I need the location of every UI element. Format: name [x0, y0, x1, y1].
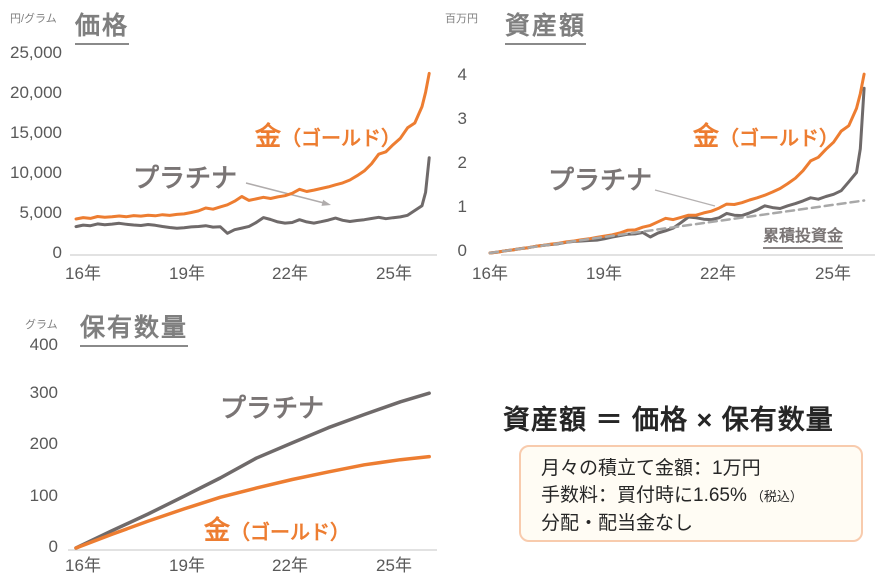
holdings-chart-title: 保有数量 — [80, 308, 189, 347]
y-tick-label: 10,000 — [10, 163, 62, 182]
conditions-box: 月々の積立て金額：1万円 手数料：買付時に1.65% （税込） 分配・配当金なし — [519, 445, 863, 542]
x-tick-label: 16年 — [65, 264, 101, 283]
y-tick-label: 1 — [457, 197, 467, 216]
y-tick-label: 4 — [457, 65, 467, 84]
platinum-pointer-line — [654, 189, 716, 207]
series-line-gold — [74, 71, 431, 221]
platinum-series-label: プラチナ — [220, 393, 325, 423]
gold-series-label: 金（ゴールド） — [204, 510, 350, 547]
series-line-gold — [74, 454, 431, 550]
platinum-series-label: プラチナ — [548, 165, 653, 195]
monthly-amount-note: 月々の積立て金額：1万円 — [541, 458, 761, 479]
y-tick-label: 0 — [48, 537, 58, 556]
gold-series-label-sub: （ゴールド） — [719, 128, 840, 150]
platinum-pointer-arrow — [245, 182, 331, 206]
price-chart: 円/グラム 価格 25,000 20,000 15,000 10,000 5,0… — [0, 0, 437, 285]
x-tick-label: 22年 — [272, 264, 308, 283]
x-tick-label: 22年 — [700, 264, 736, 283]
gold-series-label-main: 金 — [204, 515, 231, 545]
fee-note-tax-suffix: （税込） — [750, 489, 803, 504]
gold-series-label-sub: （ゴールド） — [281, 128, 402, 150]
series-line-platinum — [74, 391, 431, 550]
x-tick-label: 19年 — [169, 264, 205, 283]
x-tick-label: 16年 — [65, 556, 101, 575]
asset-unit-label: 百万円 — [445, 13, 478, 25]
y-tick-label: 15,000 — [10, 123, 62, 142]
gold-series-label-main: 金 — [255, 121, 282, 151]
price-unit-label: 円/グラム — [10, 13, 57, 25]
x-tick-label: 22年 — [272, 556, 308, 575]
asset-chart: 百万円 資産額 4 3 2 1 0 16年 19年 22年 25年 金（ゴールド… — [437, 0, 875, 285]
gold-series-label: 金（ゴールド） — [255, 116, 401, 153]
cumulative-investment-label: 累積投資金 — [763, 222, 844, 249]
series-line-platinum — [74, 156, 431, 235]
gold-series-label-sub: （ゴールド） — [230, 522, 351, 544]
x-tick-label: 19年 — [169, 556, 205, 575]
gold-series-label: 金（ゴールド） — [693, 116, 839, 153]
platinum-series-label: プラチナ — [133, 163, 238, 193]
y-tick-label: 0 — [52, 243, 62, 262]
asset-chart-plot — [488, 72, 875, 256]
y-tick-label: 0 — [457, 241, 467, 260]
asset-formula: 資産額 ＝ 価格 × 保有数量 — [503, 405, 834, 435]
x-tick-label: 25年 — [376, 264, 412, 283]
y-tick-label: 200 — [29, 434, 58, 453]
price-chart-title: 価格 — [75, 6, 130, 45]
y-tick-label: 5,000 — [19, 203, 62, 222]
y-tick-label: 25,000 — [10, 43, 62, 62]
x-tick-label: 25年 — [815, 264, 851, 283]
y-tick-label: 100 — [29, 486, 58, 505]
holdings-chart-plot — [68, 391, 437, 551]
holdings-chart: グラム 保有数量 400 300 200 100 0 16年 19年 22年 2… — [0, 290, 437, 582]
y-tick-label: 3 — [457, 109, 467, 128]
fee-note: 手数料：買付時に1.65% （税込） — [541, 482, 847, 510]
y-tick-label: 300 — [29, 383, 58, 402]
y-tick-label: 400 — [29, 335, 58, 354]
explanation-block: 資産額 ＝ 価格 × 保有数量 月々の積立て金額：1万円 手数料：買付時に1.6… — [437, 290, 875, 582]
gold-series-label-main: 金 — [693, 121, 720, 151]
x-tick-label: 19年 — [586, 264, 622, 283]
x-tick-label: 25年 — [376, 556, 412, 575]
x-tick-label: 16年 — [472, 264, 508, 283]
holdings-unit-label: グラム — [25, 319, 58, 331]
asset-chart-title: 資産額 — [505, 6, 587, 45]
y-tick-label: 20,000 — [10, 83, 62, 102]
price-chart-plot — [70, 71, 437, 256]
dividend-note: 分配・配当金なし — [541, 513, 694, 534]
fee-note-main: 手数料：買付時に1.65% — [541, 485, 747, 506]
y-tick-label: 2 — [457, 153, 467, 172]
series-line-cumulative — [488, 199, 866, 255]
